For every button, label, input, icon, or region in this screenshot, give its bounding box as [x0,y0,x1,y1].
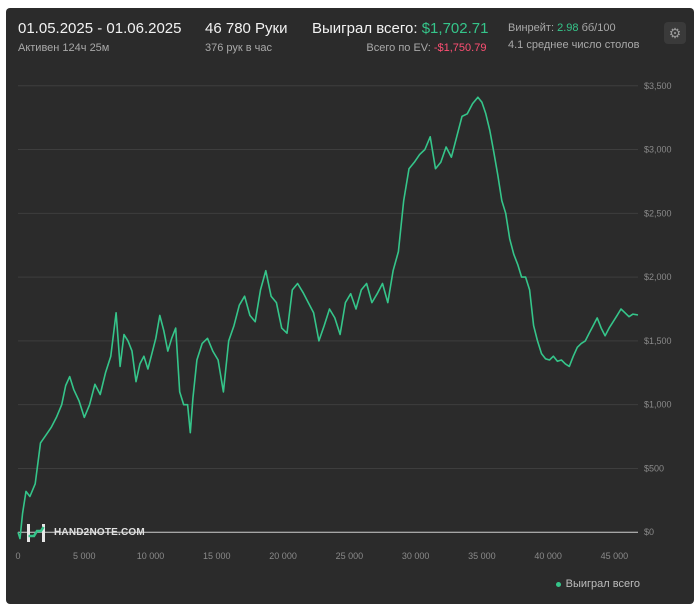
legend-label: Выиграл всего [565,578,640,590]
hands-block: 46 780 Руки 376 рук в час [205,20,288,54]
y-tick-label: $1,000 [644,400,672,410]
y-tick-label: $500 [644,463,664,473]
x-tick-label: 20 000 [269,551,297,561]
winrate-block: Винрейт: 2.98 бб/100 4.1 среднее число с… [508,22,640,51]
y-tick-label: $2,000 [644,272,672,282]
winrate-label: Винрейт: [508,22,555,34]
profit-chart: $0 $500 $1,000 $1,500 $2,000 $2,500 $3,000 $3,5… [15,81,672,561]
hands-per-hour: 376 рук в час [205,42,273,54]
x-tick-label: 30 000 [402,551,430,561]
active-time: Активен 124ч 25м [18,42,110,54]
x-tick-label: 25 000 [336,551,364,561]
x-tick-label: 40 000 [534,551,562,561]
x-tick-label: 15 000 [203,551,231,561]
gear-icon[interactable]: ⚙ [664,22,686,44]
ev-label: Всего по EV: [366,42,431,54]
avg-tables: 4.1 среднее число столов [508,39,640,51]
winrate-value: 2.98 [557,22,579,34]
date-block: 01.05.2025 - 01.06.2025 Активен 124ч 25м [18,20,181,54]
y-tick-label: $1,500 [644,336,672,346]
hand2note-logo-icon [27,524,45,542]
x-tick-label: 35 000 [468,551,496,561]
stats-header: 01.05.2025 - 01.06.2025 Активен 124ч 25м… [6,8,694,66]
x-tick-label: 0 [15,551,20,561]
winrate-unit: бб/100 [581,22,616,34]
won-block: Выиграл всего: $1,702.71 Всего по EV: -$… [312,20,488,54]
x-tick-label: 5 000 [73,551,96,561]
ev-value: -$1,750.79 [433,42,487,54]
x-tick-label: 45 000 [601,551,629,561]
graph-panel: 01.05.2025 - 01.06.2025 Активен 124ч 25м… [6,8,694,604]
logo-text: HAND2NOTE.COM [54,527,145,538]
date-range: 01.05.2025 - 01.06.2025 [18,20,182,37]
y-tick-label: $0 [644,527,654,537]
hands-count: 46 780 Руки [205,20,288,37]
legend-dot [555,581,561,587]
y-tick-label: $3,000 [644,145,672,155]
chart-legend: Выиграл всего [555,578,640,590]
won-label: Выиграл всего: [312,20,418,37]
series-line [17,96,639,540]
y-tick-label: $2,500 [644,208,672,218]
y-tick-label: $3,500 [644,81,672,91]
won-value: $1,702.71 [421,20,489,37]
x-tick-label: 10 000 [137,551,165,561]
